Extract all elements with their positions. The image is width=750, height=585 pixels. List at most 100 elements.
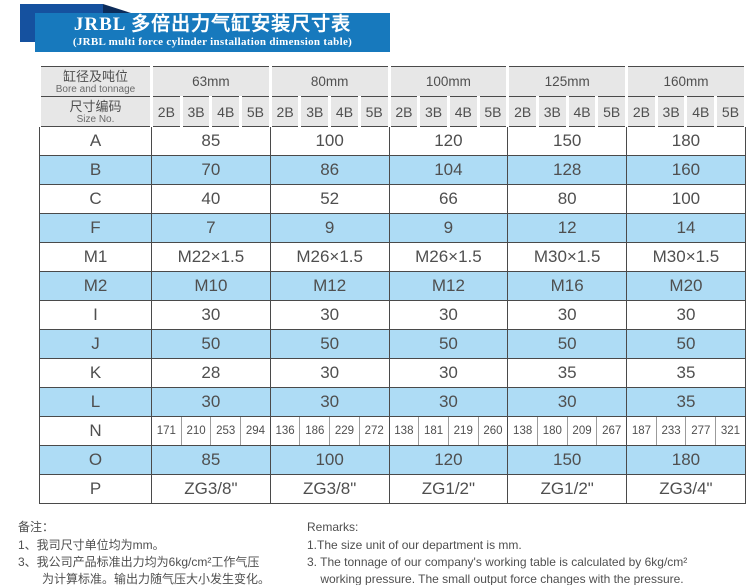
table-row: A 85 100 120 150 180 [39, 126, 746, 156]
value-cell: 30 [151, 300, 271, 330]
row-label: B [39, 155, 152, 185]
value-cell: 35 [626, 358, 746, 388]
value-cell: ZG1/2" [388, 474, 509, 504]
value-cell: 233 [655, 416, 686, 446]
value-cell: 128 [507, 155, 628, 185]
value-cell: 138 [507, 416, 538, 446]
bore-header-cell: 125mm [506, 66, 629, 97]
value-cell: M10 [151, 271, 271, 301]
row-label: M1 [39, 242, 152, 272]
row-label: P [39, 474, 152, 504]
size-code-header-cell: 2B [387, 96, 421, 127]
size-code-header-cell: 2B [625, 96, 658, 127]
value-cell: 321 [715, 416, 746, 446]
value-cell: 50 [388, 329, 509, 359]
remarks-zh-lines: 1、我司尺寸单位均为mm。 3、我公司产品标准出力均为6kg/cm²工作气压 为计… [18, 537, 307, 585]
size-code-header-cell: 3B [298, 96, 332, 127]
value-cell: 104 [388, 155, 509, 185]
remarks-chinese: 备注： 1、我司尺寸单位均为mm。 3、我公司产品标准出力均为6kg/cm²工作气… [18, 519, 307, 585]
value-cell: 229 [329, 416, 360, 446]
value-cell: 80 [507, 184, 628, 214]
value-cell: 100 [269, 445, 390, 475]
value-cell: 40 [151, 184, 271, 214]
value-cell: 30 [151, 387, 271, 417]
row-label: O [39, 445, 152, 475]
table-row: N 171 210 253 294 136 186 229 272 138 181 219 260 138… [39, 416, 746, 446]
value-cell: 50 [626, 329, 746, 359]
size-code-header-cell: 2B [506, 96, 539, 127]
value-cell: 277 [685, 416, 716, 446]
value-cell: 171 [151, 416, 182, 446]
size-code-header-cell: 4B [446, 96, 480, 127]
value-cell: 7 [151, 213, 271, 243]
row-label: F [39, 213, 152, 243]
size-code-header-cell: 5B [476, 96, 510, 127]
page-title: JRBL 多倍出力气缸安装尺寸表 [73, 14, 352, 35]
row-label: C [39, 184, 152, 214]
value-cell: 12 [507, 213, 628, 243]
table-row: O 85 100 120 150 180 [39, 445, 746, 475]
remark-line: 1.The size unit of our department is mm. [307, 538, 522, 552]
table-row: J 50 50 50 50 50 [39, 329, 746, 359]
bore-tonnage-zh-label: 缸径及吨位 [62, 68, 128, 84]
value-cell: 181 [418, 416, 449, 446]
remark-line: 3. The tonnage of our company's working … [307, 555, 688, 569]
value-cell: 50 [269, 329, 390, 359]
row-label: I [39, 300, 152, 330]
value-cell: 100 [626, 184, 746, 214]
bore-tonnage-en-label: Bore and tonnage [55, 83, 136, 95]
value-cell: 120 [388, 126, 509, 156]
size-code-header-cell: 4B [328, 96, 361, 127]
value-cell: M12 [388, 271, 509, 301]
size-code-header-cell: 2B [150, 96, 183, 127]
value-cell: 30 [269, 387, 390, 417]
size-no-zh-label: 尺寸编码 [69, 98, 122, 114]
size-code-header-cell: 5B [595, 96, 629, 127]
size-no-header: 尺寸编码 Size No. [38, 96, 153, 127]
remark-line: 3、我公司产品标准出力均为6kg/cm²工作气压 [18, 555, 260, 569]
remark-line: 为计算标准。输出力随气压大小发生变化。 [18, 572, 271, 585]
size-code-header-cell: 2B [268, 96, 302, 127]
value-cell: 50 [507, 329, 628, 359]
value-cell: 30 [388, 387, 509, 417]
size-code-header-cell: 3B [417, 96, 450, 127]
table-row: M2 M10 M12 M12 M16 M20 [39, 271, 746, 301]
bore-header-cell: 63mm [150, 66, 272, 97]
value-cell: 120 [388, 445, 509, 475]
value-cell: 186 [299, 416, 330, 446]
value-cell: 267 [596, 416, 627, 446]
value-cell: M12 [269, 271, 390, 301]
value-cell: ZG3/8" [269, 474, 390, 504]
title-banner: JRBL 多倍出力气缸安装尺寸表 (JRBL multi force cylin… [0, 0, 750, 60]
table-row: B 70 86 104 128 160 [39, 155, 746, 185]
value-cell: 136 [269, 416, 300, 446]
bore-header-cell: 80mm [268, 66, 391, 97]
size-code-header-cell: 3B [654, 96, 688, 127]
page-subtitle: (JRBL multi force cylinder installation … [72, 36, 353, 48]
value-cell: 30 [269, 358, 390, 388]
value-cell: 253 [210, 416, 241, 446]
size-code-header-cell: 4B [209, 96, 243, 127]
value-cell: 150 [507, 445, 628, 475]
remarks-en-lines: 1.The size unit of our department is mm.… [307, 537, 750, 585]
size-code-header-cell: 5B [357, 96, 391, 127]
remark-line: working pressure. The small output force… [307, 572, 684, 585]
row-label: J [39, 329, 152, 359]
ribbon-fold-triangle [103, 4, 131, 13]
row-label: M2 [39, 271, 152, 301]
remarks-section: 备注： 1、我司尺寸单位均为mm。 3、我公司产品标准出力均为6kg/cm²工作气… [0, 519, 750, 585]
value-cell: M26×1.5 [388, 242, 509, 272]
dimension-table: 缸径及吨位 Bore and tonnage 63mm 80mm 100mm 125mm 1… [38, 66, 747, 504]
value-cell: 210 [180, 416, 211, 446]
bore-tonnage-header: 缸径及吨位 Bore and tonnage [38, 66, 153, 97]
value-cell: 70 [151, 155, 271, 185]
value-cell: 30 [388, 358, 509, 388]
value-cell: 9 [388, 213, 509, 243]
value-cell: ZG1/2" [507, 474, 628, 504]
value-cell: 180 [536, 416, 568, 446]
value-cell: 209 [566, 416, 597, 446]
size-no-en-label: Size No. [76, 113, 115, 125]
value-cell: 9 [269, 213, 390, 243]
row-label: K [39, 358, 152, 388]
